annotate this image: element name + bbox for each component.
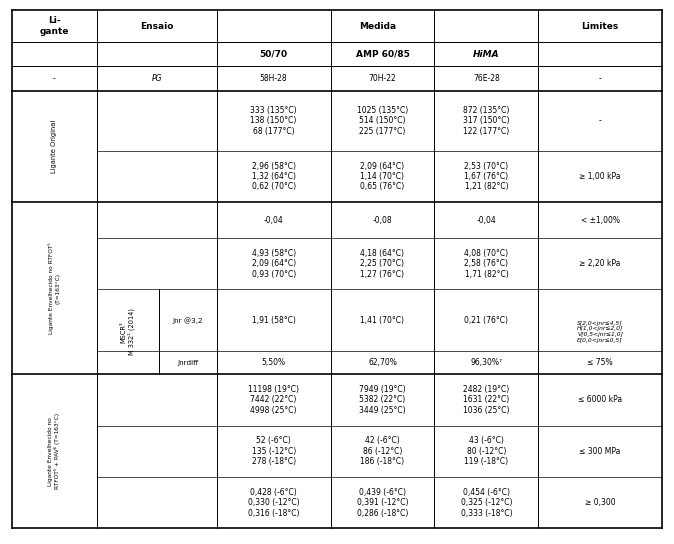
Text: PG: PG [152, 74, 162, 83]
Text: 76E-28: 76E-28 [473, 74, 500, 83]
Text: -: - [599, 116, 601, 125]
Text: Medida: Medida [359, 22, 396, 30]
Text: 4,93 (58°C)
2,09 (64°C)
0,93 (70°C): 4,93 (58°C) 2,09 (64°C) 0,93 (70°C) [251, 249, 296, 279]
Text: 0,439 (-6°C)
0,391 (-12°C)
0,286 (-18°C): 0,439 (-6°C) 0,391 (-12°C) 0,286 (-18°C) [357, 488, 408, 518]
Text: 2,96 (58°C)
1,32 (64°C)
0,62 (70°C): 2,96 (58°C) 1,32 (64°C) 0,62 (70°C) [251, 162, 296, 191]
Text: 50/70: 50/70 [259, 50, 288, 59]
Text: MSCR³
M 332¹ (2014): MSCR³ M 332¹ (2014) [121, 308, 135, 355]
Text: < ±1,00%: < ±1,00% [580, 215, 619, 225]
Text: Limites: Limites [582, 22, 619, 30]
Text: -0,04: -0,04 [477, 215, 496, 225]
Text: 7949 (19°C)
5382 (22°C)
3449 (25°C): 7949 (19°C) 5382 (22°C) 3449 (25°C) [359, 385, 406, 415]
Text: ≥ 1,00 kPa: ≥ 1,00 kPa [580, 172, 621, 181]
Text: 11198 (19°C)
7442 (22°C)
4998 (25°C): 11198 (19°C) 7442 (22°C) 4998 (25°C) [248, 385, 299, 415]
Text: Jnrdiff: Jnrdiff [177, 360, 199, 366]
Text: 62,70%: 62,70% [368, 358, 397, 367]
Text: 4,18 (64°C)
2,25 (70°C)
1,27 (76°C): 4,18 (64°C) 2,25 (70°C) 1,27 (76°C) [361, 249, 404, 279]
Text: 0,454 (-6°C)
0,325 (-12°C)
0,333 (-18°C): 0,454 (-6°C) 0,325 (-12°C) 0,333 (-18°C) [460, 488, 512, 518]
Text: ≥ 2,20 kPa: ≥ 2,20 kPa [580, 259, 621, 268]
Text: Ligante Envelhecido no
RTFOT⁵ + PAV⁶ (T=163°C): Ligante Envelhecido no RTFOT⁵ + PAV⁶ (T=… [49, 413, 61, 490]
Text: Jnr @3,2: Jnr @3,2 [173, 317, 204, 324]
Text: Ligante Envelhecido no RTFOT⁵
(T=163°C): Ligante Envelhecido no RTFOT⁵ (T=163°C) [49, 243, 60, 334]
Text: -0,04: -0,04 [264, 215, 284, 225]
Text: HiMA: HiMA [473, 50, 499, 59]
Text: 58H-28: 58H-28 [260, 74, 288, 83]
Text: 0,428 (-6°C)
0,330 (-12°C)
0,316 (-18°C): 0,428 (-6°C) 0,330 (-12°C) 0,316 (-18°C) [248, 488, 299, 518]
Text: 43 (-6°C)
80 (-12°C)
119 (-18°C): 43 (-6°C) 80 (-12°C) 119 (-18°C) [464, 436, 508, 466]
Text: ≤ 6000 kPa: ≤ 6000 kPa [578, 395, 622, 404]
Text: -0,08: -0,08 [373, 215, 392, 225]
Text: 872 (135°C)
317 (150°C)
122 (177°C): 872 (135°C) 317 (150°C) 122 (177°C) [463, 106, 510, 135]
Text: AMP 60/85: AMP 60/85 [356, 50, 409, 59]
Text: 4,08 (70°C)
2,58 (76°C)
1,71 (82°C): 4,08 (70°C) 2,58 (76°C) 1,71 (82°C) [464, 249, 508, 279]
Text: 1,41 (70°C): 1,41 (70°C) [361, 316, 404, 325]
Text: 2,09 (64°C)
1,14 (70°C)
0,65 (76°C): 2,09 (64°C) 1,14 (70°C) 0,65 (76°C) [361, 162, 404, 191]
Text: 0,21 (76°C): 0,21 (76°C) [464, 316, 508, 325]
Text: ≤ 300 MPa: ≤ 300 MPa [580, 447, 621, 456]
Text: 96,30%⁷: 96,30%⁷ [470, 358, 502, 367]
Text: 1025 (135°C)
514 (150°C)
225 (177°C): 1025 (135°C) 514 (150°C) 225 (177°C) [357, 106, 408, 135]
Text: Li-
gante: Li- gante [40, 16, 69, 36]
Text: S[2,0<jnr≤4,5]
H[1,0<jnr≤2,0]
V[0,5<jnr≤1,0]
E[0,0<jnr≤0,5]: S[2,0<jnr≤4,5] H[1,0<jnr≤2,0] V[0,5<jnr≤… [577, 320, 623, 343]
Text: ≥ 0,300: ≥ 0,300 [585, 498, 615, 507]
Text: -: - [53, 74, 56, 83]
Text: 52 (-6°C)
135 (-12°C)
278 (-18°C): 52 (-6°C) 135 (-12°C) 278 (-18°C) [251, 436, 296, 466]
Text: 333 (135°C)
138 (150°C)
68 (177°C): 333 (135°C) 138 (150°C) 68 (177°C) [250, 106, 297, 135]
Text: 1,91 (58°C): 1,91 (58°C) [251, 316, 296, 325]
Text: 5,50%: 5,50% [262, 358, 286, 367]
Text: 42 (-6°C)
86 (-12°C)
186 (-18°C): 42 (-6°C) 86 (-12°C) 186 (-18°C) [361, 436, 404, 466]
Text: 2,53 (70°C)
1,67 (76°C)
1,21 (82°C): 2,53 (70°C) 1,67 (76°C) 1,21 (82°C) [464, 162, 508, 191]
Text: ≤ 75%: ≤ 75% [587, 358, 613, 367]
Text: Ensaio: Ensaio [140, 22, 173, 30]
Text: -: - [599, 74, 601, 83]
Text: Ligante Original: Ligante Original [51, 120, 57, 173]
Text: 2482 (19°C)
1631 (22°C)
1036 (25°C): 2482 (19°C) 1631 (22°C) 1036 (25°C) [463, 385, 510, 415]
Text: 70H-22: 70H-22 [369, 74, 396, 83]
